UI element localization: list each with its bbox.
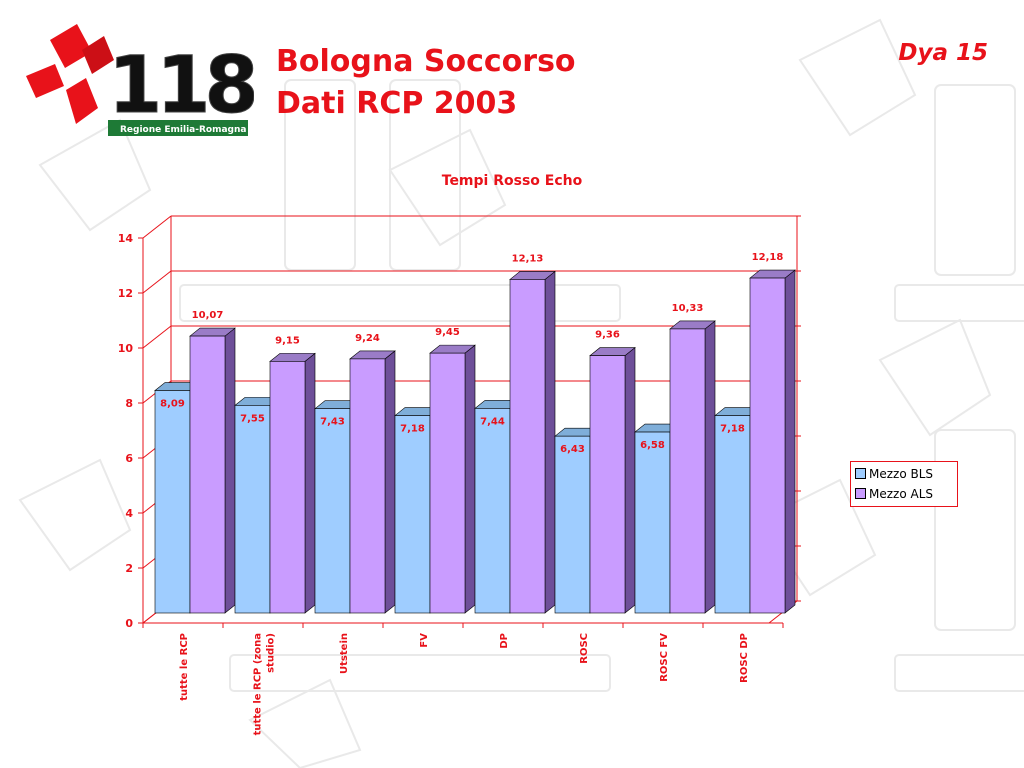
x-tick-label: studio): [266, 633, 277, 673]
y-tick-label: 8: [125, 397, 133, 410]
x-tick-label: tutte le RCP (zona: [253, 633, 264, 735]
data-label-als: 10,33: [672, 303, 704, 314]
bar-side: [224, 327, 236, 614]
data-label-bls: 6,43: [560, 444, 585, 455]
logo-118: 118 Regione Emilia-Romagna: [26, 24, 254, 136]
x-tick-label: ROSC FV: [659, 633, 670, 682]
chart-title: Tempi Rosso Echo: [442, 173, 583, 189]
bar-als: [349, 358, 386, 614]
logo-region-band: [108, 120, 248, 136]
bar-als: [269, 361, 306, 614]
bar-side: [704, 320, 716, 614]
legend-item-als: Mezzo ALS: [855, 486, 933, 502]
bar-als: [589, 355, 626, 614]
gridline-side: [142, 215, 172, 239]
x-tick-label: DP: [499, 633, 510, 649]
page-title-line-2: Dati RCP 2003: [276, 86, 518, 121]
chart-legend: Mezzo BLS Mezzo ALS: [850, 461, 958, 507]
legend-swatch-als: [855, 488, 866, 499]
bar-side: [304, 352, 316, 614]
x-tick-label-group: tutte le RCP: [179, 633, 190, 701]
bar-bls: [714, 415, 751, 614]
data-label-als: 9,45: [435, 327, 460, 338]
data-label-bls: 7,18: [720, 424, 745, 435]
bar-side: [464, 344, 476, 614]
legend-swatch-bls: [855, 468, 866, 479]
bar-bls: [554, 435, 591, 614]
x-tick-label: ROSC DP: [739, 633, 750, 683]
x-tick-label-group: ROSC: [579, 633, 590, 664]
x-tick-label-group: ROSC DP: [739, 633, 750, 683]
data-label-als: 9,36: [595, 330, 620, 341]
cross-emblem: [26, 24, 114, 124]
data-label-als: 9,15: [275, 335, 300, 346]
y-tick-label: 14: [118, 232, 134, 245]
y-tick-label: 4: [125, 507, 133, 520]
bar-side: [384, 350, 396, 614]
data-label-als: 10,07: [192, 310, 224, 321]
x-tick-label-group: FV: [419, 633, 430, 648]
logo-number: 118: [108, 41, 254, 131]
gridline-side: [142, 325, 172, 349]
x-tick-label-group: tutte le RCP (zona studio): [253, 633, 277, 735]
logo-region-text: Regione Emilia-Romagna: [120, 125, 246, 135]
data-label-bls: 7,55: [240, 413, 265, 424]
data-label-bls: 7,18: [400, 424, 425, 435]
data-label-bls: 6,58: [640, 440, 665, 451]
bar-side: [624, 346, 636, 614]
bar-bls: [474, 408, 511, 614]
y-tick-label: 6: [125, 452, 133, 465]
y-tick-label: 12: [118, 287, 133, 300]
y-tick-label: 2: [125, 562, 133, 575]
legend-label-als: Mezzo ALS: [869, 487, 934, 501]
x-tick-label-group: DP: [499, 633, 510, 649]
page-title-line-1: Bologna Soccorso: [276, 44, 576, 79]
x-tick-label: FV: [419, 633, 430, 648]
x-tick-label: ROSC: [579, 633, 590, 664]
gridline-side: [142, 270, 172, 294]
y-tick-label: 10: [118, 342, 134, 355]
bar-side: [544, 270, 556, 614]
bar-bls: [234, 405, 271, 614]
x-tick-label: Utstein: [339, 633, 350, 674]
bar-bls: [314, 408, 351, 614]
bar-als: [669, 328, 706, 614]
bar-bls: [394, 415, 431, 614]
data-label-bls: 8,09: [160, 399, 185, 410]
bar-bls: [154, 390, 191, 614]
bar-bls: [634, 431, 671, 614]
data-label-als: 12,18: [752, 252, 784, 263]
legend-label-bls: Mezzo BLS: [869, 467, 934, 481]
data-label-als: 9,24: [355, 333, 380, 344]
bar-als: [429, 352, 466, 614]
x-tick-label-group: ROSC FV: [659, 633, 670, 682]
x-tick-label: tutte le RCP: [179, 633, 190, 701]
bar-als: [189, 335, 226, 614]
bar-als: [749, 277, 786, 614]
y-tick-label: 0: [125, 617, 133, 630]
x-tick-label-group: Utstein: [339, 633, 350, 674]
bar-als: [509, 279, 546, 614]
data-label-als: 12,13: [512, 253, 544, 264]
legend-item-bls: Mezzo BLS: [855, 466, 933, 482]
data-label-bls: 7,44: [480, 416, 505, 427]
bar-side: [784, 269, 796, 614]
data-label-bls: 7,43: [320, 417, 345, 428]
slide-label: Dya 15: [898, 40, 988, 66]
